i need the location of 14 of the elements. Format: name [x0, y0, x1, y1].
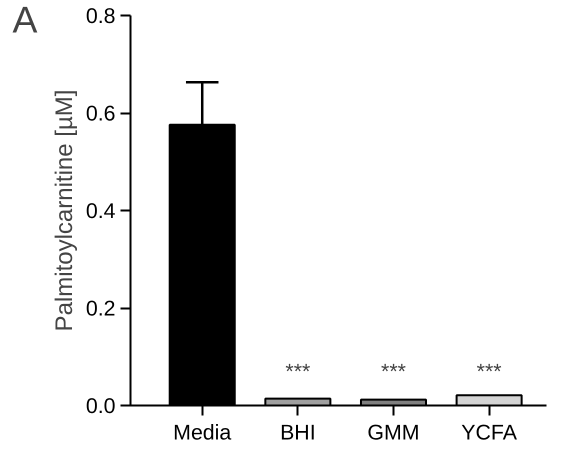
x-tick-label: Media [173, 420, 232, 444]
y-axis-title: Palmitoylcarnitine [µM] [50, 90, 78, 332]
annotation: *** [285, 360, 310, 384]
annotation: *** [381, 360, 406, 384]
y-tick-label: 0.6 [86, 102, 116, 126]
y-tick-label: 0.4 [86, 199, 116, 223]
x-tick-label: GMM [367, 420, 420, 444]
y-tick-label: 0.8 [86, 4, 116, 28]
annotation: *** [476, 360, 502, 384]
y-tick-label: 0.0 [86, 394, 116, 418]
text: A [12, 0, 38, 40]
y-tick-label: 0.2 [86, 296, 116, 320]
x-tick-label: BHI [280, 420, 316, 444]
x-tick-label: YCFA [461, 420, 518, 444]
